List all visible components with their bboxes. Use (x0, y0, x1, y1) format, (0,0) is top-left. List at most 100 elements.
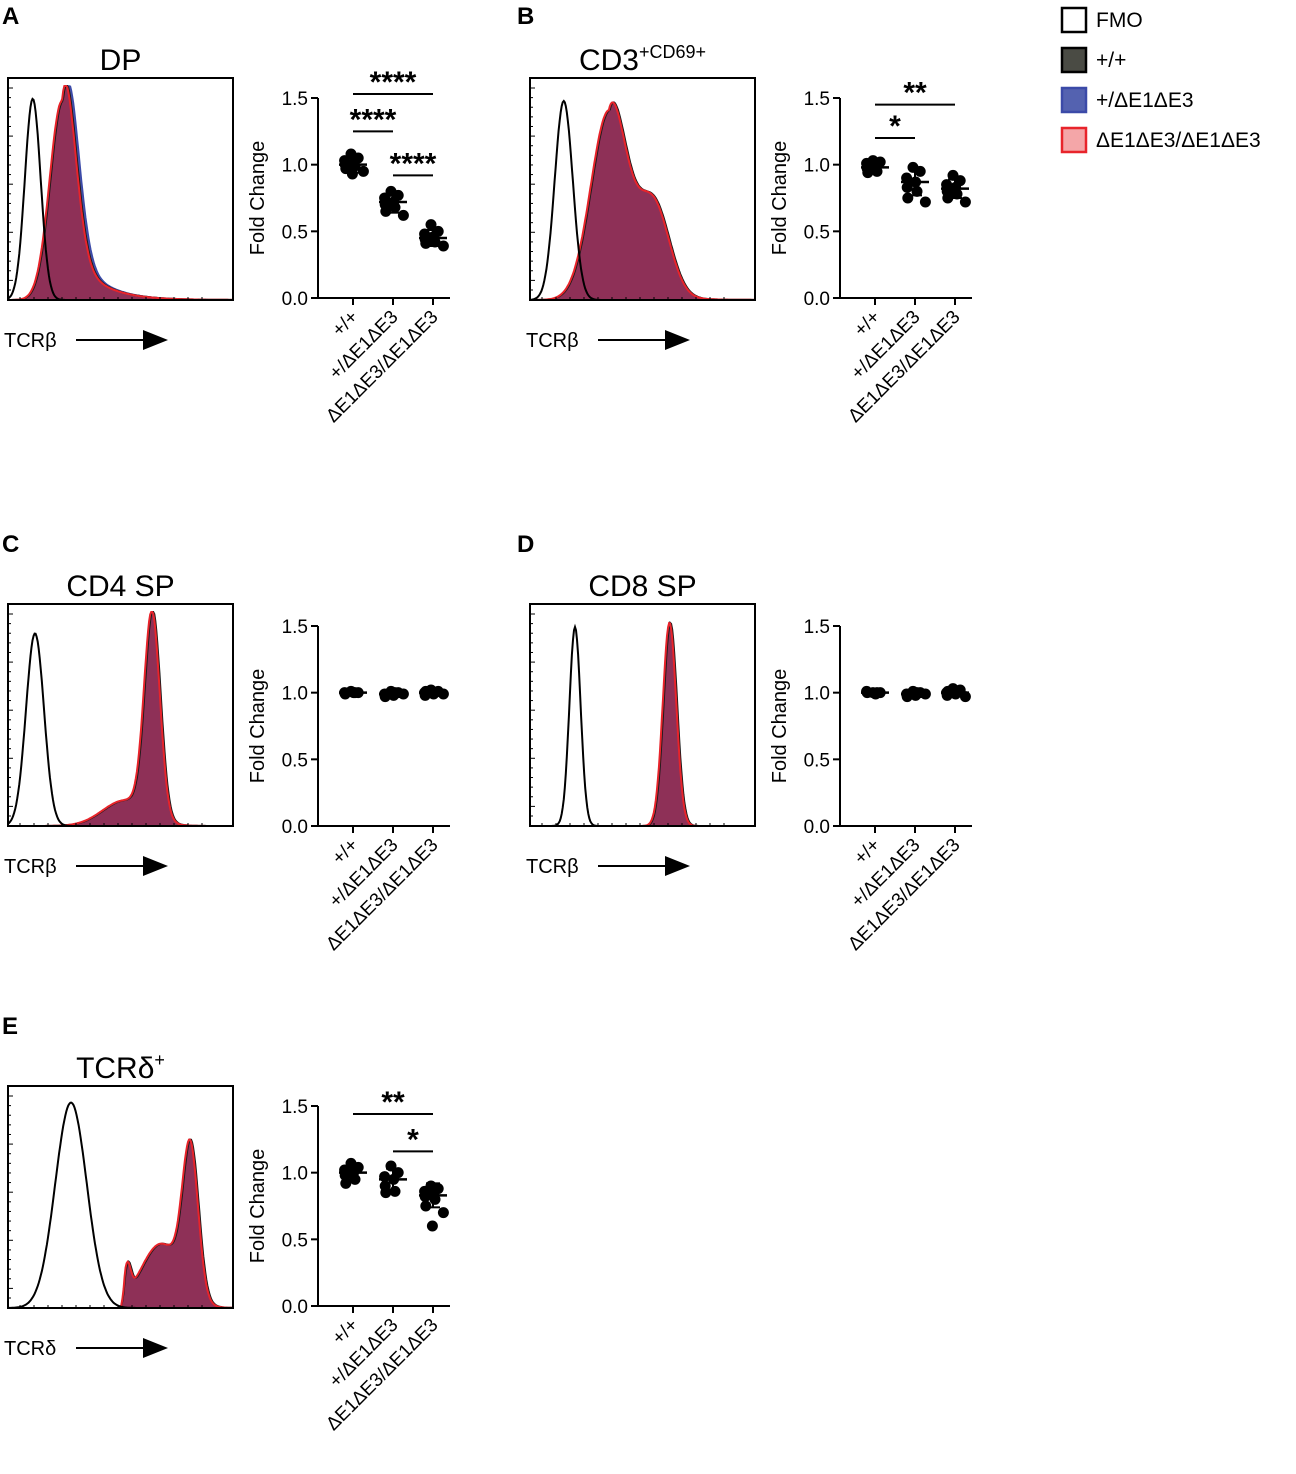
significance-label: * (407, 1123, 419, 1156)
histogram-title: CD3+CD69+ (579, 42, 706, 77)
data-point (380, 205, 392, 217)
histogram-title: CD8 SP (588, 570, 696, 603)
hist-overlay-fill (8, 1139, 233, 1308)
legend-label: +/ΔE1ΔE3 (1096, 89, 1194, 112)
data-point (419, 1191, 431, 1203)
data-point (340, 1177, 352, 1189)
significance-label: * (889, 110, 901, 143)
y-tick-label: 1.0 (804, 684, 830, 705)
hist-wt-outline (8, 611, 233, 827)
significance-label: **** (390, 147, 437, 180)
data-point (420, 1200, 432, 1212)
y-axis-label: Fold Change (769, 669, 791, 784)
histogram-panel-C: CD4 SP TCRβ (4, 570, 234, 878)
panel-label: D (517, 531, 534, 558)
hist-overlay-fill (8, 612, 233, 826)
histogram-axis-label: TCRδ (4, 1338, 56, 1360)
significance-label: ** (381, 1086, 405, 1119)
hist-fmo-line (530, 623, 755, 827)
histogram-title: CD4 SP (66, 570, 174, 603)
legend-label: FMO (1096, 9, 1143, 32)
histogram-panel-A: DP TCRβ (4, 44, 234, 352)
histogram-frame (7, 1085, 234, 1309)
y-tick-label: 0.5 (804, 222, 830, 243)
axis-arrow-head-icon (665, 856, 690, 876)
data-point (919, 196, 931, 208)
legend-swatch-icon (1060, 126, 1088, 154)
data-point (437, 688, 449, 700)
axis-arrow-head-icon (143, 330, 168, 350)
data-point (425, 219, 437, 231)
y-tick-label: 1.0 (282, 156, 308, 177)
histogram-axis-label: TCRβ (4, 856, 57, 878)
histogram-frame (7, 77, 234, 301)
data-point (357, 165, 369, 177)
histogram-panel-D: CD8 SP TCRβ (526, 570, 756, 878)
histogram-title: TCRδ+ (76, 1050, 165, 1085)
y-tick-label: 0.0 (282, 289, 308, 310)
y-axis-label: Fold Change (769, 141, 791, 256)
hist-overlay-fill (530, 102, 755, 301)
legend: FMO +/+ +/ΔE1ΔE3 ΔE1ΔE3/ΔE1ΔE3 (1060, 6, 1261, 154)
panel-label: B (517, 3, 534, 30)
axis-arrow-head-icon (143, 856, 168, 876)
significance-label: **** (350, 103, 397, 136)
y-tick-label: 0.0 (282, 817, 308, 838)
legend-label: ΔE1ΔE3/ΔE1ΔE3 (1096, 129, 1261, 152)
y-axis-label: Fold Change (247, 141, 269, 256)
data-point (902, 192, 914, 204)
data-point (397, 209, 409, 221)
histogram-axis-label: TCRβ (526, 330, 579, 352)
data-point (346, 168, 358, 180)
y-tick-label: 0.5 (282, 1230, 308, 1251)
legend-label: +/+ (1096, 49, 1126, 72)
data-point (437, 240, 449, 252)
histogram-axis-label: TCRβ (4, 330, 57, 352)
data-point (380, 1187, 392, 1199)
data-point (901, 181, 913, 193)
y-tick-label: 0.5 (804, 750, 830, 771)
panel-label: C (2, 531, 19, 558)
histogram-title-superscript: + (154, 1050, 165, 1070)
y-tick-label: 0.5 (282, 222, 308, 243)
histogram-panel-B: CD3+CD69+ TCRβ (526, 42, 756, 352)
hist-ko-outline (8, 611, 233, 827)
data-point (420, 685, 432, 697)
significance-label: **** (370, 66, 417, 99)
panel-label: E (2, 1013, 18, 1040)
histogram-title: DP (100, 44, 142, 77)
panel-label: A (2, 3, 19, 30)
y-tick-label: 1.5 (804, 617, 830, 638)
data-point (959, 196, 971, 208)
hist-fmo-line (7, 632, 233, 827)
legend-swatch-icon (1060, 6, 1088, 34)
data-point (942, 685, 954, 697)
significance-label: ** (903, 77, 927, 110)
y-tick-label: 0.0 (282, 1297, 308, 1318)
y-tick-label: 1.5 (804, 89, 830, 110)
hist-overlay-fill (8, 86, 233, 300)
y-tick-label: 1.5 (282, 617, 308, 638)
legend-swatch-icon (1060, 86, 1088, 114)
y-tick-label: 1.5 (282, 89, 308, 110)
histogram-title-superscript: +CD69+ (639, 42, 706, 62)
legend-swatch-icon (1060, 46, 1088, 74)
y-tick-label: 1.0 (804, 156, 830, 177)
data-point (420, 237, 432, 249)
y-tick-label: 1.0 (282, 1164, 308, 1185)
y-tick-label: 0.0 (804, 289, 830, 310)
axis-arrow-head-icon (665, 330, 690, 350)
data-point (380, 689, 392, 701)
y-tick-label: 0.5 (282, 750, 308, 771)
data-point (437, 1207, 449, 1219)
histogram-frame (7, 603, 234, 827)
histogram-frame (529, 77, 756, 301)
data-point (914, 165, 926, 177)
y-axis-label: Fold Change (247, 1149, 269, 1264)
